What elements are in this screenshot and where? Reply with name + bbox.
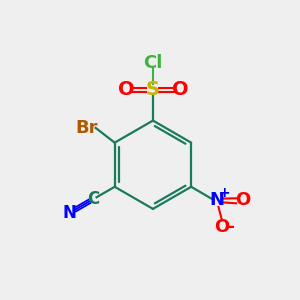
Text: O: O xyxy=(118,80,134,99)
Text: C: C xyxy=(87,190,99,208)
Text: O: O xyxy=(172,80,188,99)
Text: O: O xyxy=(235,191,250,209)
Text: O: O xyxy=(214,218,230,236)
Text: Br: Br xyxy=(76,119,98,137)
Text: Cl: Cl xyxy=(143,53,163,71)
Text: N: N xyxy=(63,204,77,222)
Text: S: S xyxy=(146,80,160,99)
Text: N: N xyxy=(209,191,224,209)
Text: -: - xyxy=(227,218,234,236)
Text: +: + xyxy=(218,186,230,200)
